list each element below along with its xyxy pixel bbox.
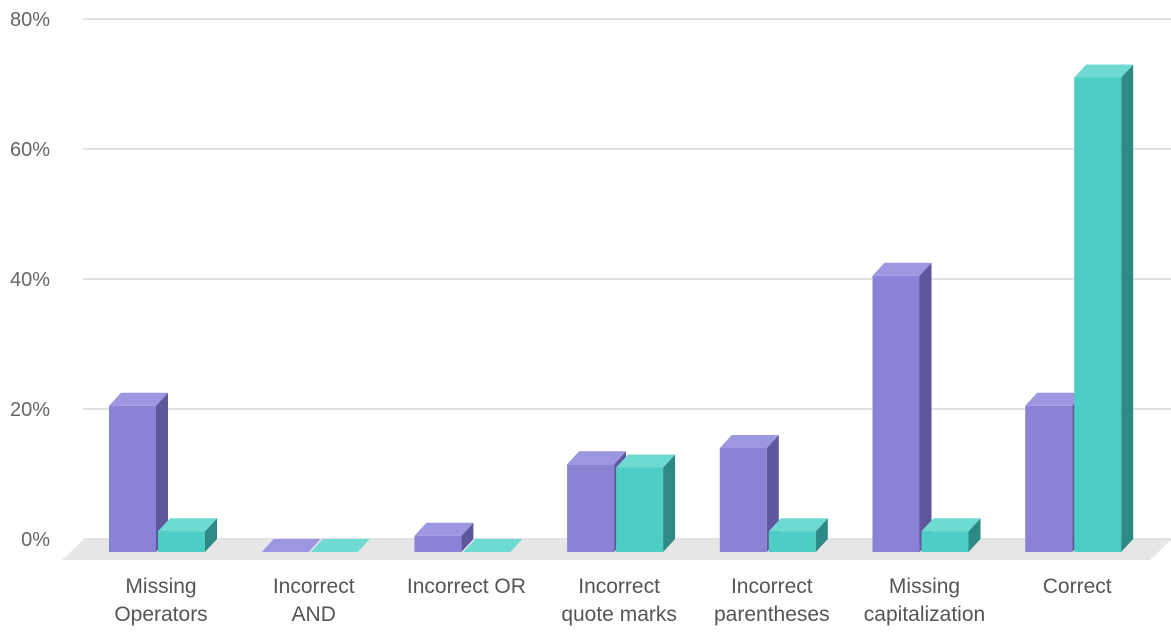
bar-top-face xyxy=(1025,392,1085,406)
bar-side-face xyxy=(919,262,932,552)
bar xyxy=(1025,392,1085,552)
x-category-label: Incorrect AND xyxy=(273,575,355,626)
bar xyxy=(414,522,474,552)
bar-front-face xyxy=(567,464,615,552)
y-tick-label: 40% xyxy=(10,269,50,291)
bar-top-face xyxy=(616,454,676,468)
bar-top-face xyxy=(719,435,779,448)
bar-front-face xyxy=(921,531,969,552)
bar-front-face xyxy=(719,448,767,552)
bar-top-face xyxy=(1074,64,1134,78)
y-tick-label: 20% xyxy=(10,399,50,421)
bar-side-face xyxy=(461,522,474,552)
bar-front-face xyxy=(414,535,462,552)
bar-top-face xyxy=(463,539,523,552)
bar-front-face xyxy=(872,275,920,552)
bar-top-face xyxy=(414,522,474,536)
bar-front-face xyxy=(1025,405,1073,552)
bar-top-face xyxy=(567,451,627,465)
x-category-label: Missing Operators xyxy=(114,575,207,626)
bar-front-face xyxy=(768,531,816,552)
y-tick-label: 0% xyxy=(21,529,50,551)
bar-side-face xyxy=(766,435,779,552)
x-axis-category-labels: Missing Operators Incorrect AND Incorrect OR… xyxy=(114,575,1111,626)
bar-side-face xyxy=(156,392,168,552)
bar xyxy=(921,518,981,552)
bar-top-face xyxy=(872,262,932,276)
bar-front-face xyxy=(616,467,664,552)
x-category-label: Correct xyxy=(1043,575,1112,598)
bar-front-face xyxy=(158,531,205,552)
bar xyxy=(872,262,932,552)
x-category-label: Incorrect quote marks xyxy=(561,575,677,626)
bar-top-face xyxy=(768,518,828,532)
bar-side-face xyxy=(815,518,828,552)
bar xyxy=(261,539,321,552)
bar xyxy=(1074,64,1134,552)
bar xyxy=(768,518,828,552)
bar-top-face xyxy=(261,539,321,552)
x-category-label: Incorrect OR xyxy=(407,575,526,598)
bars xyxy=(109,64,1134,552)
bar xyxy=(310,539,370,552)
bar-side-face xyxy=(1121,64,1134,552)
y-axis-tick-labels: 0% 20% 40% 60% 80% xyxy=(10,9,50,551)
y-tick-label: 60% xyxy=(10,139,50,161)
bar-side-face xyxy=(968,518,981,552)
bar-top-face xyxy=(109,392,168,406)
bar xyxy=(109,392,168,552)
bar-top-face xyxy=(921,518,981,532)
y-tick-label: 80% xyxy=(10,9,50,31)
bar-front-face xyxy=(1074,77,1122,552)
bar xyxy=(616,454,676,552)
bar-top-face xyxy=(158,518,217,532)
bar xyxy=(158,518,217,552)
x-category-label: Incorrect parentheses xyxy=(714,575,830,626)
x-category-label: Missing capitalization xyxy=(864,575,985,626)
bar-top-face xyxy=(310,539,370,552)
bar-side-face xyxy=(205,518,217,552)
bar-front-face xyxy=(109,405,156,552)
bar xyxy=(719,435,779,552)
bar xyxy=(463,539,523,552)
bar-side-face xyxy=(663,454,676,552)
